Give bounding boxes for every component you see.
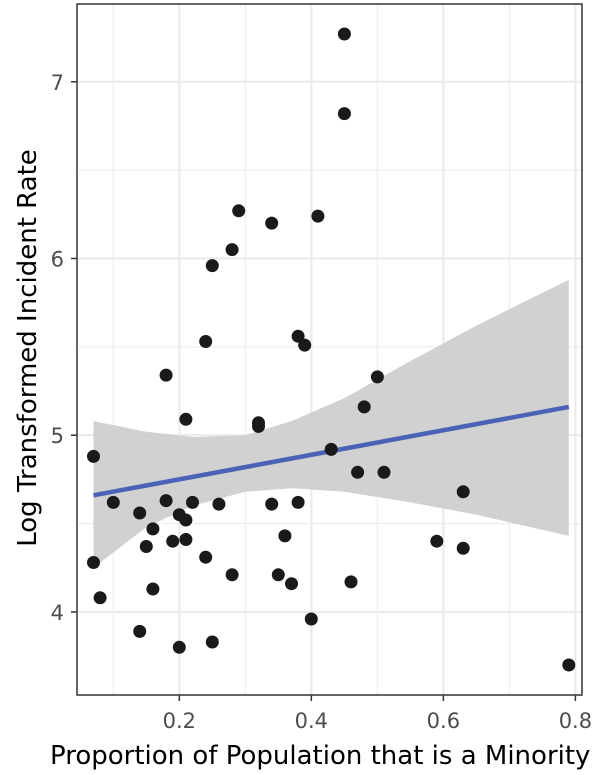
data-point (304, 612, 318, 626)
data-point (265, 216, 279, 230)
data-point (252, 419, 265, 433)
x-tick-label: 0.8 (559, 709, 592, 733)
data-point (205, 635, 219, 649)
y-axis-ticks: 4 5 6 7 (51, 71, 77, 625)
x-axis-ticks: 0.2 0.4 0.6 0.8 (163, 695, 592, 733)
x-tick-label: 0.4 (295, 709, 328, 733)
data-point (139, 540, 153, 553)
data-point (265, 497, 279, 511)
data-point (159, 368, 173, 382)
data-point (456, 541, 470, 555)
data-point (133, 624, 147, 638)
data-point (271, 568, 285, 582)
data-point (87, 449, 100, 463)
confidence-band-layer (93, 279, 569, 568)
data-point (430, 534, 444, 548)
y-tick-label: 7 (51, 71, 64, 95)
data-point (311, 209, 325, 223)
data-point (205, 259, 219, 273)
data-point (298, 338, 312, 352)
data-point (159, 494, 173, 508)
data-point (357, 400, 371, 414)
y-tick-label: 5 (51, 424, 64, 448)
data-point (166, 534, 180, 548)
y-tick-label: 6 (51, 247, 64, 271)
x-axis-label: Proportion of Population that is a Minor… (50, 741, 590, 771)
data-point (179, 533, 193, 546)
data-point (106, 495, 120, 509)
data-point (456, 485, 470, 499)
data-point (225, 243, 239, 257)
data-point (291, 495, 305, 509)
data-point (377, 465, 391, 479)
data-point (232, 204, 246, 218)
data-point (212, 497, 226, 511)
data-point (146, 522, 160, 536)
data-point (199, 550, 213, 564)
data-point (179, 412, 193, 426)
confidence-band (93, 279, 569, 568)
data-point (133, 506, 147, 520)
y-axis-label: Log Transformed Incident Rate (13, 149, 43, 547)
data-point (337, 107, 351, 121)
data-point (179, 513, 193, 527)
x-tick-label: 0.6 (427, 709, 460, 733)
data-point (199, 335, 213, 348)
data-point (172, 640, 186, 654)
data-point (186, 495, 199, 509)
data-point (324, 442, 338, 456)
data-point (87, 556, 100, 569)
x-tick-label: 0.2 (163, 709, 196, 733)
data-point (146, 582, 160, 596)
data-point (337, 27, 351, 41)
data-point (370, 370, 384, 384)
data-point (351, 465, 365, 479)
data-point (225, 568, 239, 582)
data-point (93, 591, 107, 605)
grid-minor (77, 4, 582, 695)
data-point (291, 329, 305, 343)
y-tick-label: 4 (51, 601, 64, 625)
data-point (562, 658, 576, 672)
data-point (344, 575, 358, 589)
panel-border (76, 3, 583, 696)
data-point (285, 577, 298, 591)
points-layer (87, 27, 576, 672)
data-point (278, 529, 292, 543)
